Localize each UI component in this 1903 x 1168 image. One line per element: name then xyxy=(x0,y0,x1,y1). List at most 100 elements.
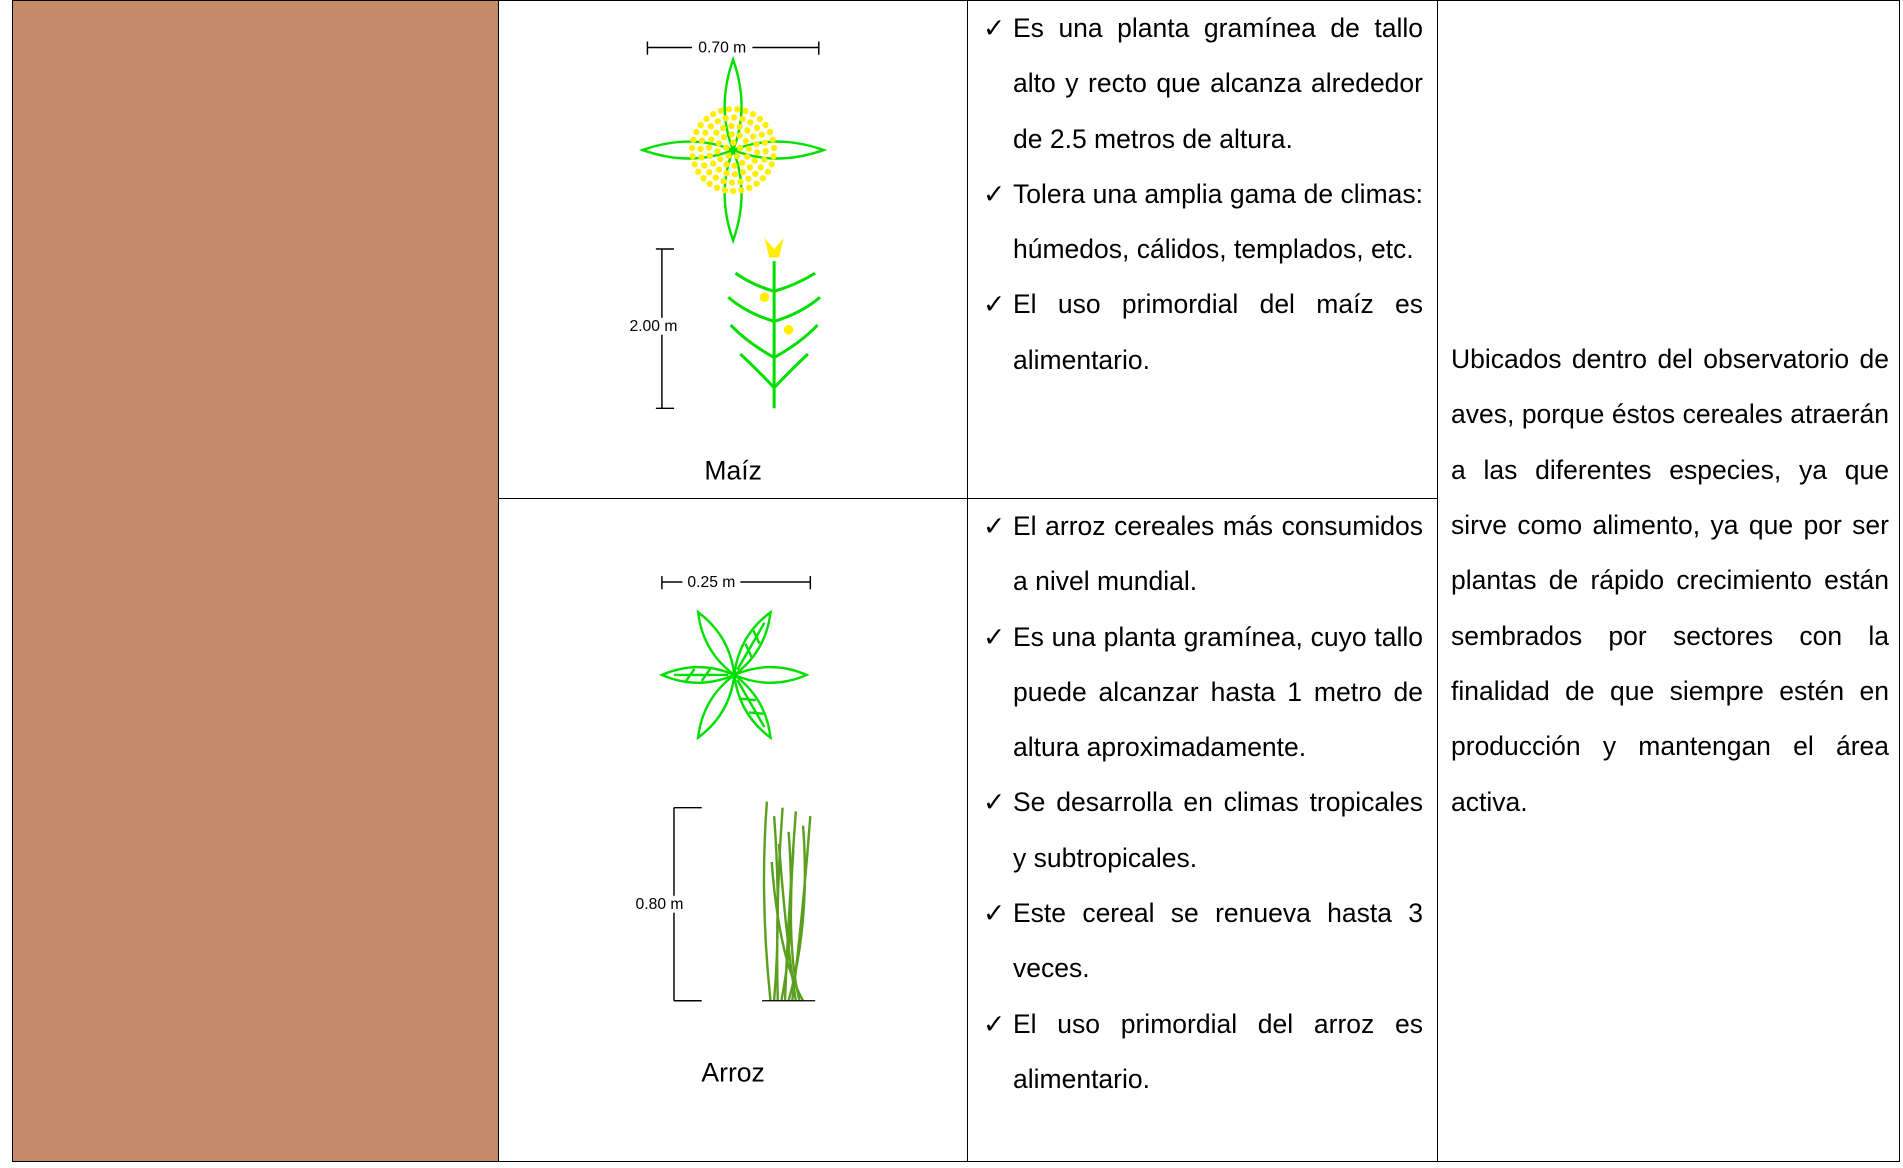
plant-name: Maíz xyxy=(704,455,762,485)
drawing-stroke xyxy=(690,136,697,143)
drawing-stroke xyxy=(723,170,730,177)
drawing-stroke xyxy=(739,168,747,176)
width-label: 0.70 m xyxy=(698,39,746,56)
drawing-stroke xyxy=(720,178,727,185)
drawing-stroke xyxy=(736,144,744,152)
drawing-stroke xyxy=(753,149,761,156)
drawing-stroke xyxy=(752,170,759,178)
drawing-stroke xyxy=(770,861,805,1002)
drawing-stroke xyxy=(783,811,798,1001)
drawing-stroke xyxy=(700,175,707,182)
drawing-stroke xyxy=(761,156,768,163)
drawing-stroke xyxy=(736,132,743,139)
drawing-stroke xyxy=(732,672,773,741)
drawing-stroke xyxy=(762,801,772,1001)
drawing-stroke xyxy=(736,622,766,671)
drawing-stroke xyxy=(720,124,727,132)
drawing-stroke xyxy=(751,157,758,164)
drawing-stroke xyxy=(753,141,760,148)
drawing-stroke xyxy=(697,145,704,153)
drawing-stroke xyxy=(696,609,736,678)
feature-cell: El arroz cereales más consumidos a nivel… xyxy=(967,498,1438,1162)
drawing-stroke xyxy=(734,106,741,113)
drawing-stroke xyxy=(746,184,753,191)
drawing-stroke xyxy=(759,175,766,182)
drawing-stroke xyxy=(658,665,738,684)
height-label: 2.00 m xyxy=(629,318,677,335)
drawing-stroke xyxy=(721,187,728,194)
plant-name: Arroz xyxy=(701,1058,764,1088)
drawing-stroke xyxy=(723,144,730,151)
feature-item: Este cereal se renueva hasta 3 veces. xyxy=(983,886,1423,997)
drawing-stroke xyxy=(762,121,769,129)
drawing-stroke xyxy=(758,131,766,138)
drawing-stroke xyxy=(714,148,721,155)
drawing-stroke xyxy=(701,162,708,169)
drawing-stroke xyxy=(749,133,757,140)
drawing-stroke xyxy=(703,115,710,123)
drawing-stroke xyxy=(715,140,723,147)
feature-item: Se desarrolla en climas tropicales y sub… xyxy=(983,775,1423,886)
drawing-stroke xyxy=(698,154,705,161)
drawing-stroke xyxy=(745,175,752,182)
drawing-stroke xyxy=(673,668,729,682)
drawing-stroke xyxy=(712,174,719,181)
drawing-stroke xyxy=(697,121,704,129)
drawing-stroke xyxy=(757,164,764,171)
drawing-stroke xyxy=(706,152,713,160)
drawing-stroke xyxy=(713,129,720,136)
drawing-stroke xyxy=(714,118,721,125)
drawing-stroke xyxy=(762,148,769,155)
description: Ubicados dentro del observatorio de aves… xyxy=(1451,344,1889,817)
drawing-stroke xyxy=(691,161,698,168)
drawing-stroke xyxy=(770,153,777,160)
feature-item: Tolera una amplia gama de climas: húmedo… xyxy=(983,167,1423,278)
drawing-stroke xyxy=(732,609,773,678)
drawing-stroke xyxy=(689,153,696,160)
drawing-stroke xyxy=(761,139,768,146)
drawing-stroke xyxy=(705,144,713,151)
color-swatch xyxy=(12,0,499,1162)
feature-cell: Es una planta gramínea de tallo alto y r… xyxy=(967,0,1438,499)
drawing-stroke xyxy=(729,187,737,195)
feature-item: El arroz cereales más consumidos a nivel… xyxy=(983,499,1423,610)
feature-list: El arroz cereales más consumidos a nivel… xyxy=(983,499,1423,1107)
height-label: 0.80 m xyxy=(636,896,684,913)
drawing-stroke xyxy=(696,672,736,741)
drawing-stroke xyxy=(728,122,735,130)
drawing-stroke xyxy=(753,124,761,131)
drawing-stroke xyxy=(747,119,754,126)
drawing-stroke xyxy=(708,136,715,143)
drawing-stroke xyxy=(736,679,766,728)
drawing-stroke xyxy=(738,159,746,167)
drawing-stroke xyxy=(706,169,713,176)
drawing-stroke xyxy=(731,114,738,121)
drawing-stroke xyxy=(734,152,741,160)
drawing-stroke xyxy=(753,180,760,187)
drawing-stroke xyxy=(766,128,774,136)
feature-item: Es una planta gramínea de tallo alto y r… xyxy=(983,1,1423,167)
drawing-stroke xyxy=(737,178,744,185)
drawing-stroke xyxy=(706,180,713,187)
drawing-stroke xyxy=(717,107,724,115)
drawing-stroke xyxy=(739,115,746,123)
feature-item: El uso primordial del maíz es alimentari… xyxy=(983,277,1423,388)
feature-list: Es una planta gramínea de tallo alto y r… xyxy=(983,1,1423,388)
drawing-stroke xyxy=(777,843,798,1001)
drawing-stroke xyxy=(707,123,715,130)
drawing-stroke xyxy=(744,153,751,160)
drawing-stroke xyxy=(731,162,738,169)
drawing-stroke xyxy=(702,129,709,136)
drawing-stroke xyxy=(709,160,717,167)
drawing-stroke xyxy=(749,111,757,118)
drawing-stroke xyxy=(728,179,736,186)
drawing-stroke xyxy=(723,161,730,168)
drawing-stroke xyxy=(775,807,784,1001)
drawing-stroke xyxy=(742,107,749,115)
drawing-stroke xyxy=(688,144,696,152)
drawing-stroke xyxy=(720,134,728,141)
drawing-stroke xyxy=(725,152,732,159)
drawing-stroke xyxy=(742,137,750,145)
feature-item: El uso primordial del arroz es alimentar… xyxy=(983,997,1423,1108)
